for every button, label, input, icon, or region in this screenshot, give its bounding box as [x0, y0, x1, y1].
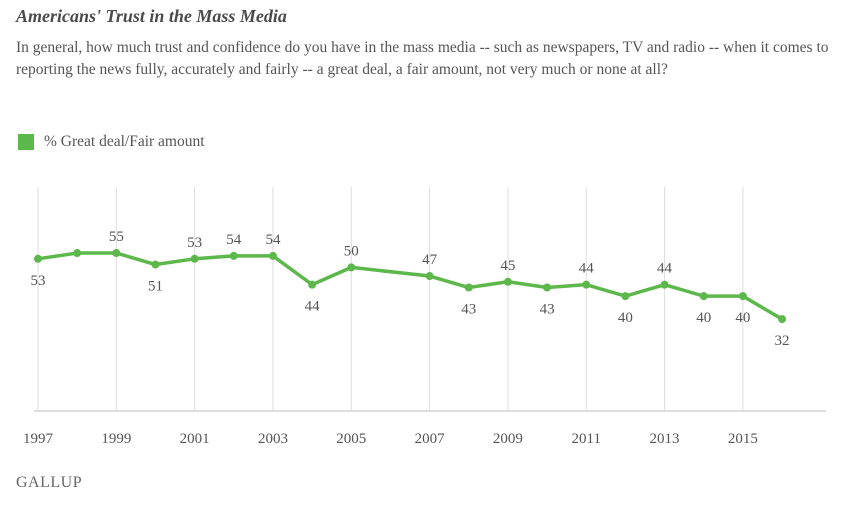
data-label: 40 [735, 310, 750, 326]
x-tick-label: 1999 [101, 431, 131, 447]
data-point [503, 277, 512, 286]
data-point [73, 249, 82, 258]
gallup-logo: GALLUP [16, 474, 83, 491]
data-point [425, 272, 434, 281]
data-label: 51 [148, 279, 163, 295]
data-label: 32 [775, 333, 790, 349]
data-point [543, 283, 552, 292]
data-point [112, 249, 121, 258]
data-point [229, 251, 238, 260]
data-label: 44 [579, 261, 595, 277]
data-point [621, 292, 630, 301]
data-point [151, 260, 160, 269]
legend: % Great deal/Fair amount [18, 133, 205, 151]
data-label: 50 [344, 243, 359, 259]
x-tick-label: 2001 [180, 431, 210, 447]
data-point [582, 280, 591, 289]
data-point [738, 292, 747, 301]
x-tick-label: 2007 [415, 431, 446, 447]
x-tick-label: 2003 [258, 431, 288, 447]
chart-subtitle: In general, how much trust and confidenc… [16, 39, 829, 78]
data-point [778, 315, 787, 324]
data-label: 43 [540, 302, 555, 318]
data-label: 40 [696, 310, 711, 326]
chart-title: Americans' Trust in the Mass Media [16, 6, 287, 26]
data-label: 44 [305, 299, 321, 315]
data-point [268, 251, 277, 260]
data-point [190, 254, 199, 263]
data-label: 54 [226, 232, 242, 248]
data-label: 40 [618, 310, 633, 326]
data-label: 45 [500, 258, 515, 274]
data-label: 43 [461, 302, 476, 318]
legend-label: % Great deal/Fair amount [44, 133, 205, 150]
legend-swatch [18, 134, 34, 150]
data-point [347, 263, 356, 272]
data-point [464, 283, 473, 292]
x-tick-label: 2009 [493, 431, 523, 447]
data-point [308, 280, 317, 289]
data-label: 44 [657, 261, 673, 277]
data-point [699, 292, 708, 301]
data-point [34, 254, 42, 263]
data-label: 54 [265, 232, 281, 248]
data-point [660, 280, 669, 289]
data-label: 53 [31, 273, 46, 289]
x-tick-label: 2005 [336, 431, 366, 447]
data-label: 53 [187, 235, 202, 251]
x-tick-label: 2013 [650, 431, 680, 447]
x-tick-label: 2015 [728, 431, 758, 447]
x-tick-label: 1997 [23, 431, 54, 447]
x-tick-label: 2011 [572, 431, 601, 447]
data-label: 47 [422, 252, 438, 268]
data-label: 55 [109, 229, 124, 245]
